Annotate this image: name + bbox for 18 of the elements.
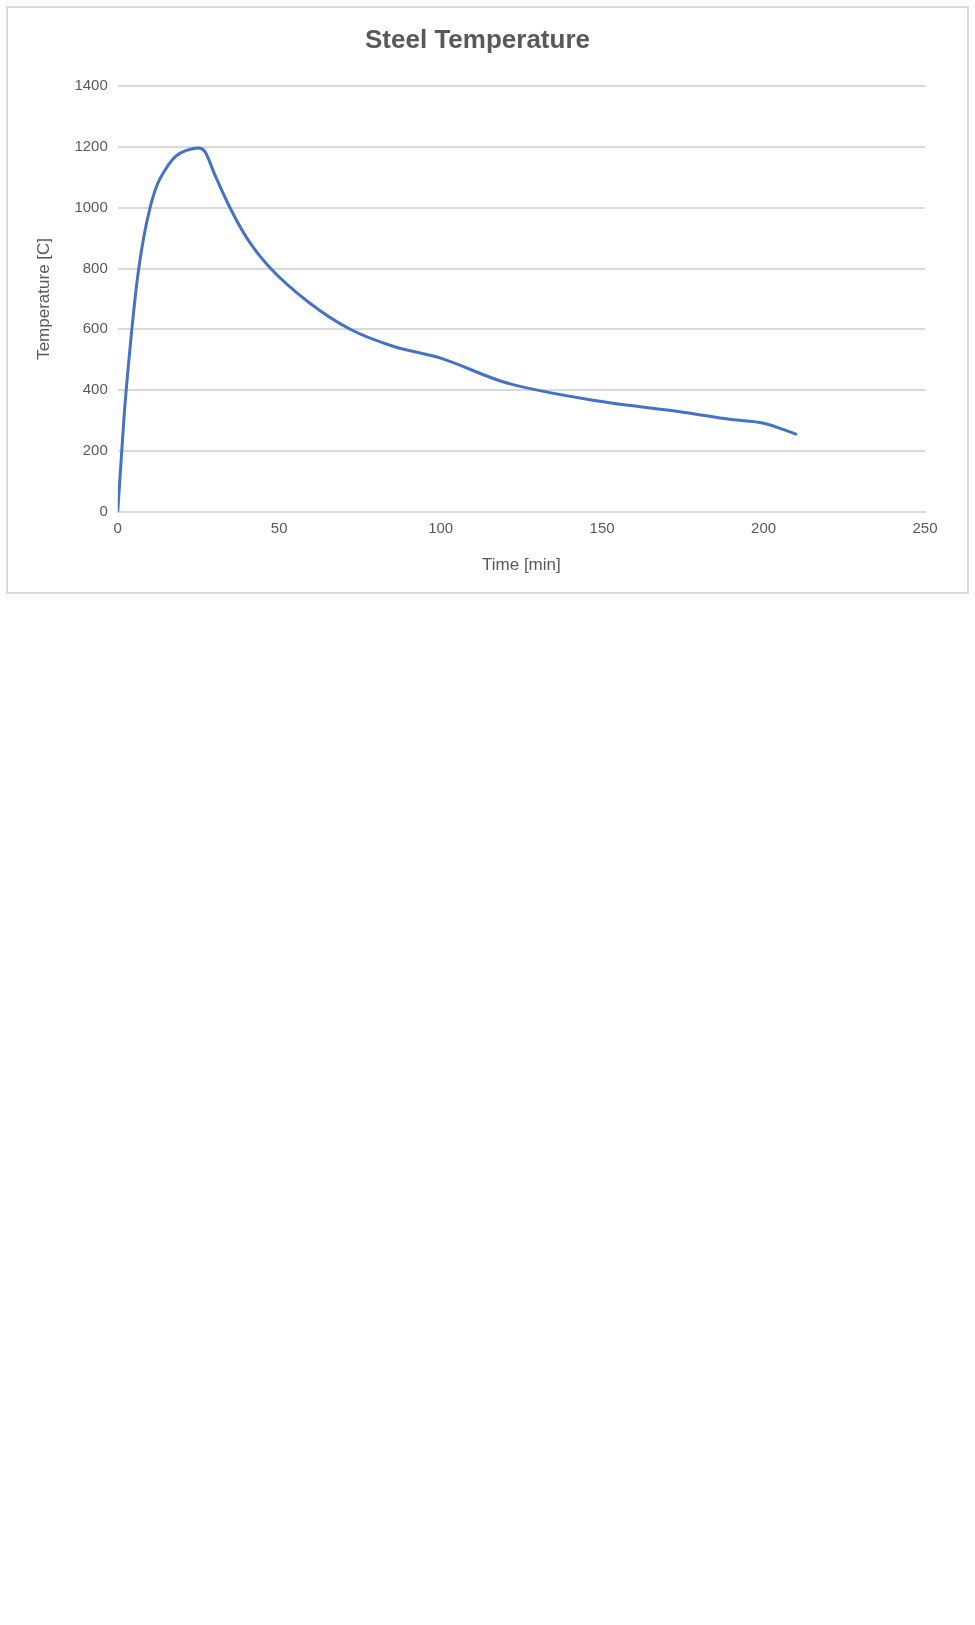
x-tick-label: 50 xyxy=(270,518,288,536)
y-tick-label: 1000 xyxy=(74,197,108,215)
y-tick-label: 1200 xyxy=(74,137,108,155)
x-axis-title: Time [min] xyxy=(482,555,561,575)
x-tick-label: 0 xyxy=(113,518,122,536)
x-tick-label: 200 xyxy=(751,518,777,536)
y-tick-label: 800 xyxy=(82,258,108,276)
y-tick-label: 400 xyxy=(82,380,108,398)
y-tick-label: 0 xyxy=(99,501,108,519)
y-tick-label: 1400 xyxy=(74,76,108,94)
x-tick-label: 100 xyxy=(428,518,454,536)
x-tick-label: 150 xyxy=(589,518,615,536)
chart-title: Steel Temperature xyxy=(365,23,590,54)
y-tick-label: 200 xyxy=(82,440,108,458)
y-axis-title: Temperature [C] xyxy=(33,237,53,360)
x-tick-label: 250 xyxy=(912,518,938,536)
y-tick-label: 600 xyxy=(82,319,108,337)
line-series xyxy=(117,146,798,512)
